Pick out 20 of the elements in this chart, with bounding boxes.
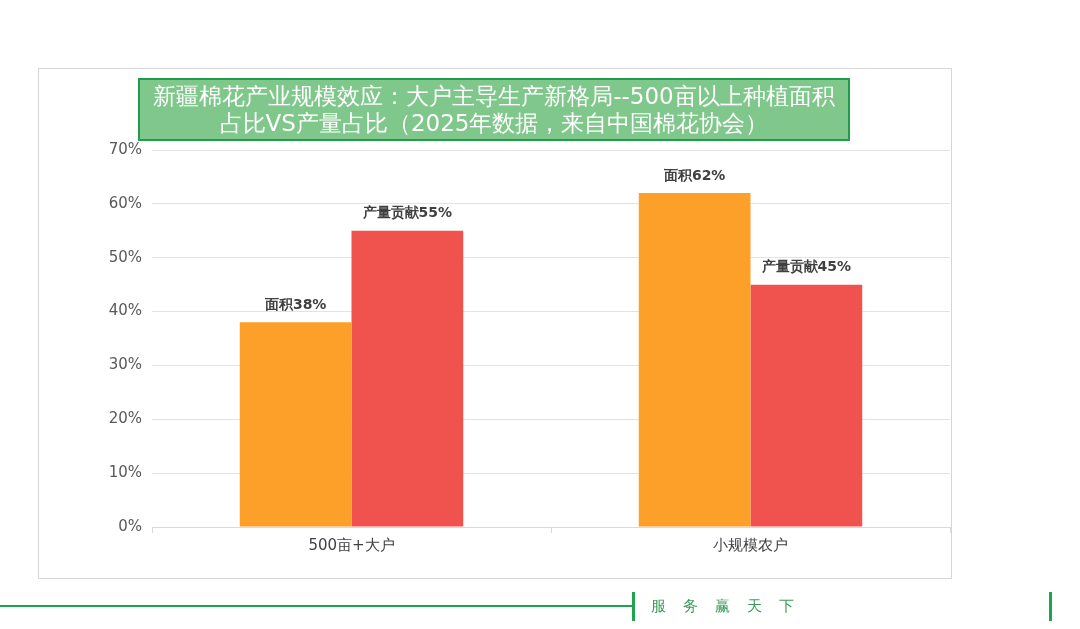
y-tick-label: 40% bbox=[108, 301, 142, 320]
data-label: 面积62% bbox=[662, 166, 726, 183]
y-tick-label: 50% bbox=[108, 247, 142, 266]
bar bbox=[638, 193, 751, 527]
data-label: 产量贡献55% bbox=[361, 204, 453, 221]
x-tick-label: 小规模农户 bbox=[713, 535, 788, 554]
y-tick-label: 0% bbox=[118, 516, 142, 535]
data-label: 面积38% bbox=[263, 295, 327, 312]
y-tick-label: 30% bbox=[108, 355, 142, 374]
y-tick-label: 70% bbox=[108, 139, 142, 158]
bar bbox=[239, 322, 352, 527]
y-tick-label: 60% bbox=[108, 193, 142, 212]
x-tick-label: 500亩+大户 bbox=[308, 535, 395, 554]
text: 服务赢天下 bbox=[651, 597, 811, 616]
chart-title: 新疆棉花产业规模效应：大户主导生产新格局--500亩以上种植面积占比VS产量占比（2025年数据，来自中国棉花协会） bbox=[138, 78, 850, 141]
bar bbox=[351, 230, 464, 527]
bar bbox=[750, 284, 863, 527]
y-tick-label: 10% bbox=[108, 463, 142, 482]
y-tick-label: 20% bbox=[108, 409, 142, 428]
data-label: 产量贡献45% bbox=[760, 258, 852, 275]
